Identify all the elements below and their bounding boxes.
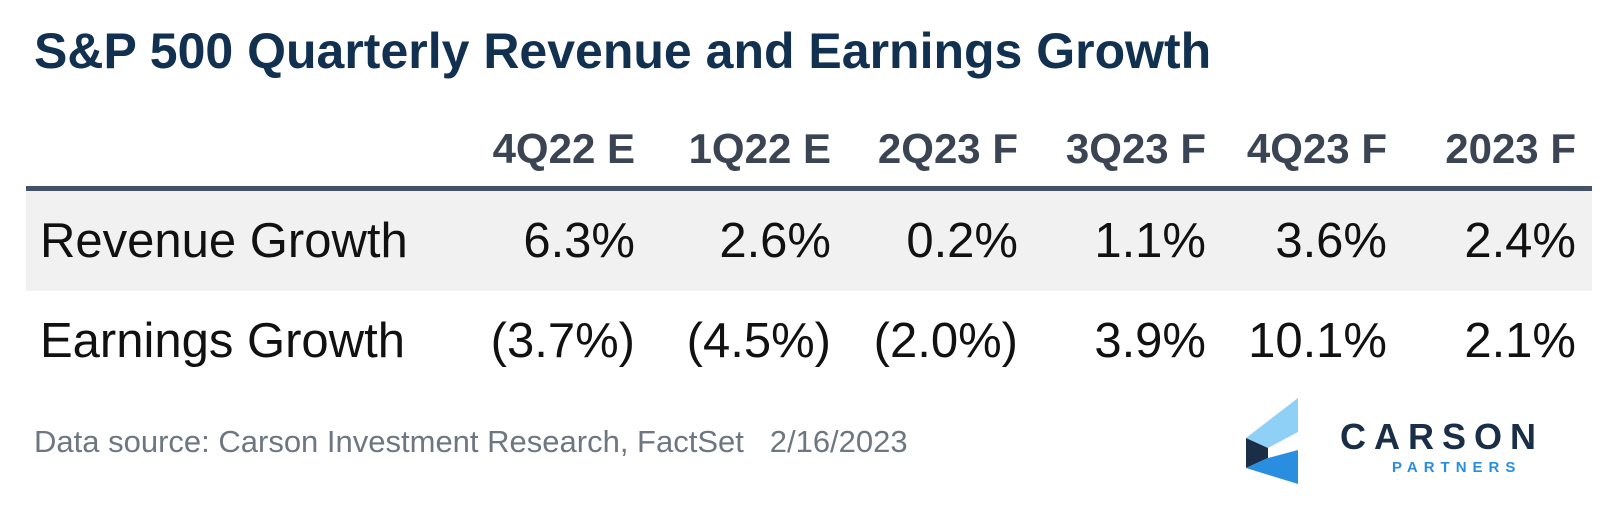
revenue-growth-row: Revenue Growth 6.3% 2.6% 0.2% 1.1% 3.6% … <box>26 188 1592 291</box>
table-cell: 2.1% <box>1464 314 1576 368</box>
logo-chevron-bottom <box>1246 450 1298 484</box>
column-header: 3Q23 F <box>1034 112 1222 191</box>
header-row: 4Q22 E 1Q22 E 2Q23 F 3Q23 F 4Q23 F 2023 … <box>26 112 1592 191</box>
column-header: 4Q22 E <box>447 112 651 191</box>
table-cell: 3.6% <box>1222 188 1403 291</box>
table-cell: 0.2% <box>847 188 1034 291</box>
table-cell: 6.3% <box>447 188 651 291</box>
table-cell: 2.4% <box>1403 188 1592 291</box>
column-header: 2Q23 F <box>847 112 1034 191</box>
data-source-note: Data source: Carson Investment Research,… <box>34 424 908 460</box>
table-cell: (3.7%) <box>490 314 635 368</box>
source-text: Data source: Carson Investment Research,… <box>34 424 744 459</box>
header-corner <box>26 112 447 191</box>
table-cell: 10.1% <box>1248 314 1387 368</box>
table-cell: 2.6% <box>651 188 847 291</box>
logo-chevron-top <box>1246 398 1298 448</box>
earnings-growth-row: Earnings Growth (3.7%) (4.5%) (2.0%) 3.9… <box>26 291 1592 391</box>
source-date: 2/16/2023 <box>769 424 908 459</box>
logo-subtitle: PARTNERS <box>1392 459 1522 476</box>
carson-chevron-icon <box>1246 398 1298 484</box>
column-header: 2023 F <box>1403 112 1592 191</box>
table-cell: 1.1% <box>1034 188 1222 291</box>
row-label: Revenue Growth <box>26 188 447 291</box>
table-cell: 3.9% <box>1094 314 1206 368</box>
table-cell: (4.5%) <box>686 314 831 368</box>
table-cell: (2.0%) <box>873 314 1018 368</box>
logo-name: CARSON <box>1340 416 1545 457</box>
growth-table: 4Q22 E 1Q22 E 2Q23 F 3Q23 F 4Q23 F 2023 … <box>26 112 1592 391</box>
row-label: Earnings Growth <box>40 314 405 368</box>
column-header: 1Q22 E <box>651 112 847 191</box>
chart-title: S&P 500 Quarterly Revenue and Earnings G… <box>34 23 1212 79</box>
carson-partners-logo: CARSON PARTNERS <box>1246 398 1596 488</box>
column-header: 4Q23 F <box>1222 112 1403 191</box>
